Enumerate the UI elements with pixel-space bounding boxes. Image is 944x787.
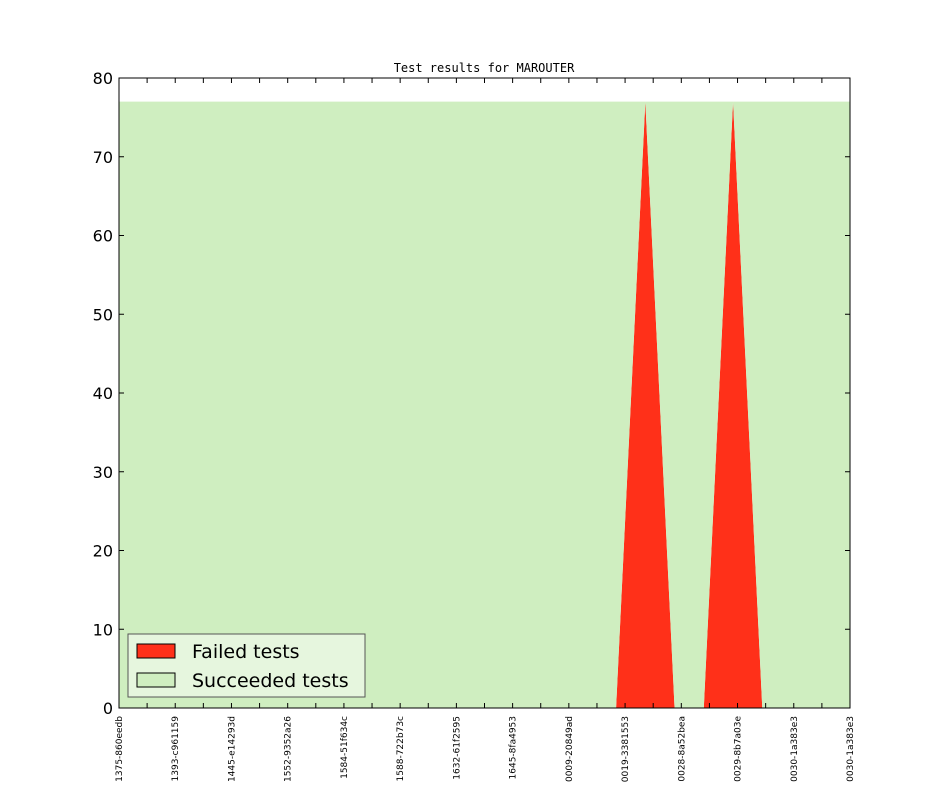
xtick-label: 0009-20849ad [565, 716, 575, 782]
xtick-label: 0019-3381553 [621, 716, 631, 782]
legend-label-failed-tests: Failed tests [192, 641, 300, 663]
legend-swatch-failed-tests [136, 643, 176, 659]
ytick-label: 30 [93, 463, 113, 482]
legend-label-succeeded-tests: Succeeded tests [192, 670, 349, 692]
ytick-label: 80 [93, 69, 113, 88]
xtick-label: 1645-8fa4953 [509, 716, 519, 779]
xtick-label: 1375-860eedb [115, 716, 125, 782]
xtick-label: 1552-9352a26 [284, 716, 294, 782]
ytick-label: 50 [93, 305, 113, 324]
xtick-label: 1393-c961159 [171, 716, 181, 782]
xtick-label: 1632-61f2595 [452, 716, 462, 780]
xtick-label: 0030-1a383e3 [790, 716, 800, 782]
ytick-label: 10 [93, 620, 113, 639]
axes: 0 10 20 30 40 50 60 70 80 1375-860eedb 1393-c96115… [93, 69, 856, 782]
area-succeeded-tests [119, 101, 850, 708]
plot-area [119, 101, 850, 708]
xtick-label: 1445-e14293d [227, 716, 237, 782]
legend: Failed tests Succeeded tests [127, 633, 366, 698]
xtick-label: 1588-722b73c [396, 716, 406, 781]
ytick-label: 70 [93, 148, 113, 167]
ytick-label: 0 [103, 699, 113, 718]
chart-title: Test results for MAROUTER [394, 61, 575, 75]
xtick-label: 0030-1a383e3 [846, 716, 856, 782]
ytick-label: 40 [93, 384, 113, 403]
xtick-label: 1584-51f634c [340, 716, 350, 779]
legend-swatch-succeeded-tests [136, 672, 176, 688]
ytick-label: 20 [93, 542, 113, 561]
ytick-label: 60 [93, 227, 113, 246]
xtick-label: 0029-8b7a03e [734, 716, 744, 782]
xtick-label: 0028-8a52bea [677, 716, 687, 782]
